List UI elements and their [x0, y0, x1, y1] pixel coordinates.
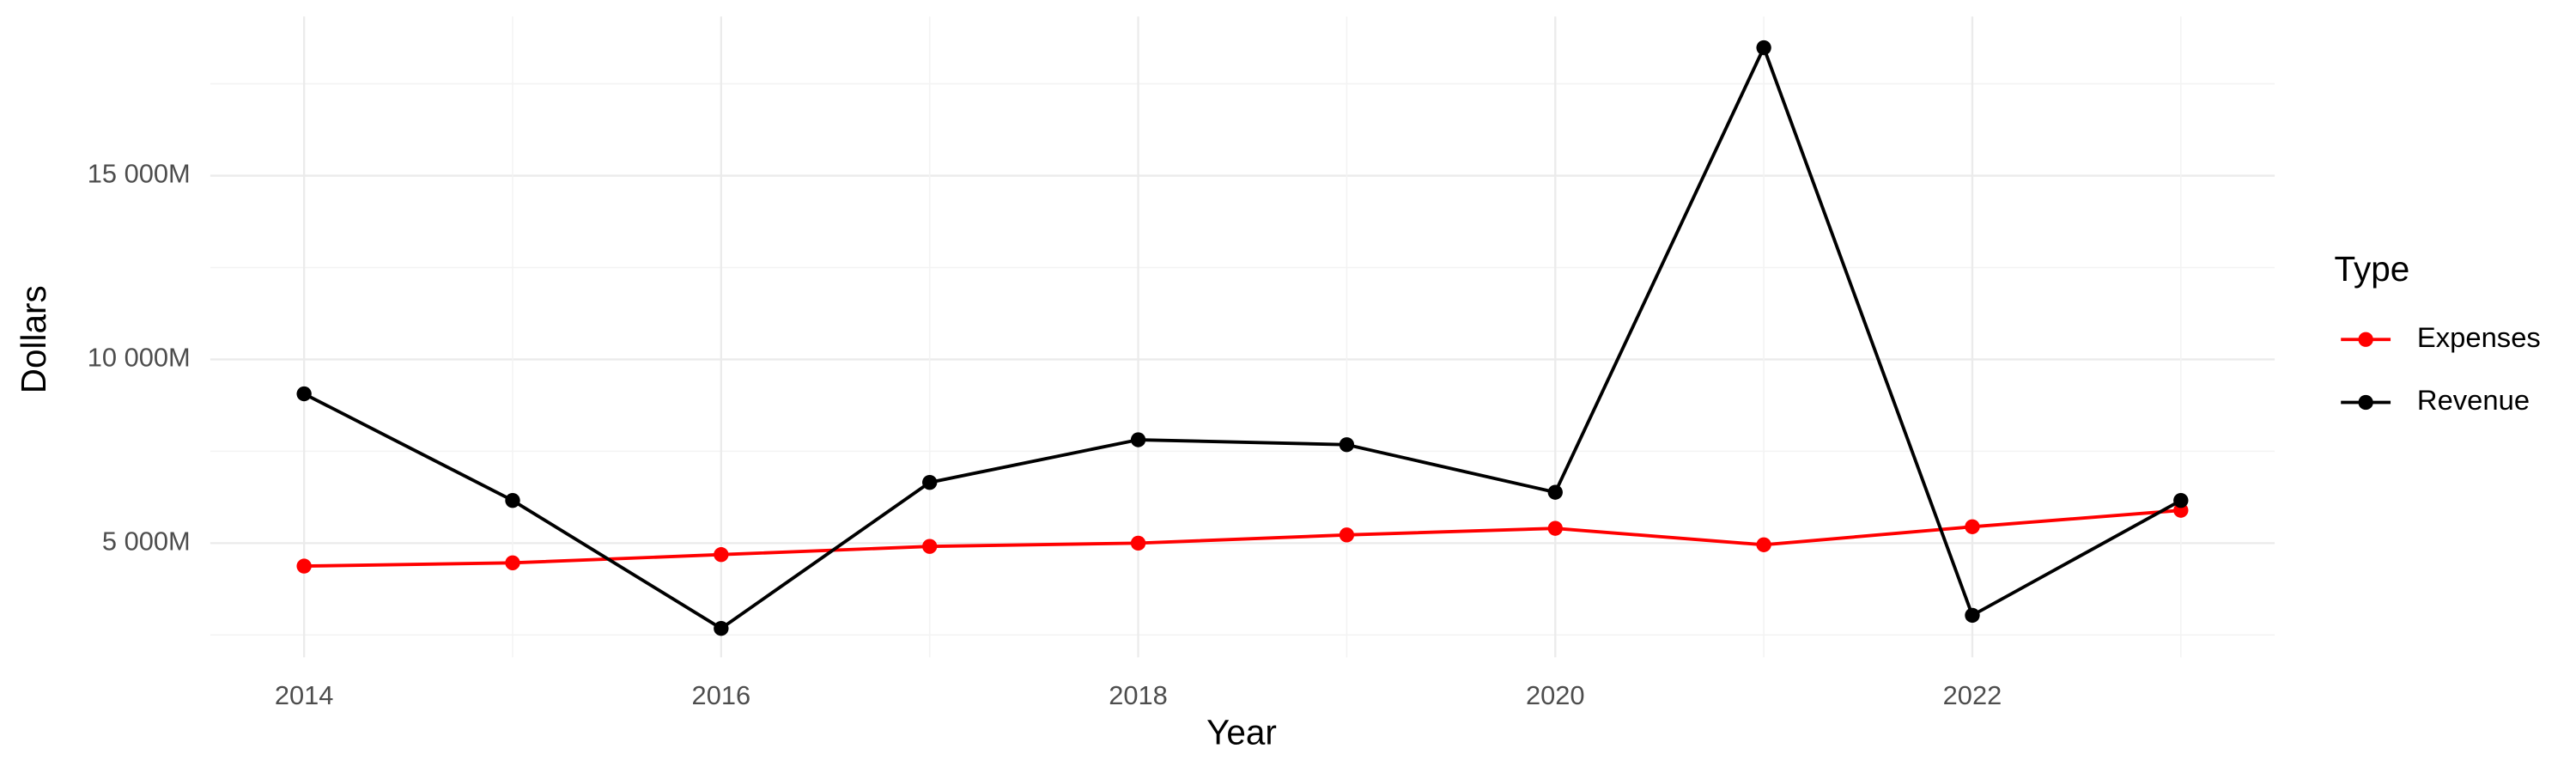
data-point: [1339, 437, 1355, 453]
data-point: [1756, 537, 1771, 552]
data-point: [505, 555, 520, 570]
data-point: [714, 620, 729, 636]
data-point: [1339, 527, 1355, 543]
x-tick-label: 2018: [1109, 680, 1168, 710]
data-point: [922, 475, 938, 490]
data-point: [1130, 535, 1146, 551]
x-tick-label: 2014: [275, 680, 334, 710]
series-line: [303, 43, 2182, 630]
x-axis-title: Year: [1206, 713, 1277, 752]
data-point: [1547, 520, 1563, 536]
data-point: [1756, 40, 1771, 56]
data-point: [922, 539, 938, 554]
data-point: [1965, 519, 1980, 534]
y-tick-label: 5 000M: [102, 526, 191, 557]
series-line: [304, 508, 2181, 569]
y-tick-label: 15 000M: [88, 159, 191, 189]
x-tick-label: 2016: [692, 680, 751, 710]
legend-marker: [2358, 394, 2373, 411]
x-tick-label: 2022: [1943, 680, 2002, 710]
legend-label: Revenue: [2417, 384, 2530, 416]
data-point: [2173, 493, 2189, 508]
data-point: [1130, 432, 1146, 447]
data-point: [296, 558, 312, 574]
data-point: [505, 493, 520, 508]
data-point: [714, 547, 729, 563]
y-tick-label: 10 000M: [88, 343, 191, 373]
y-axis-title: Dollars: [14, 285, 53, 393]
legend-title: Type: [2335, 249, 2410, 289]
legend-label: Expenses: [2417, 321, 2541, 353]
legend-marker: [2358, 332, 2373, 347]
data-point: [296, 386, 312, 402]
data-point: [1547, 484, 1563, 500]
data-point: [1965, 607, 1980, 624]
x-tick-label: 2020: [1526, 680, 1585, 710]
